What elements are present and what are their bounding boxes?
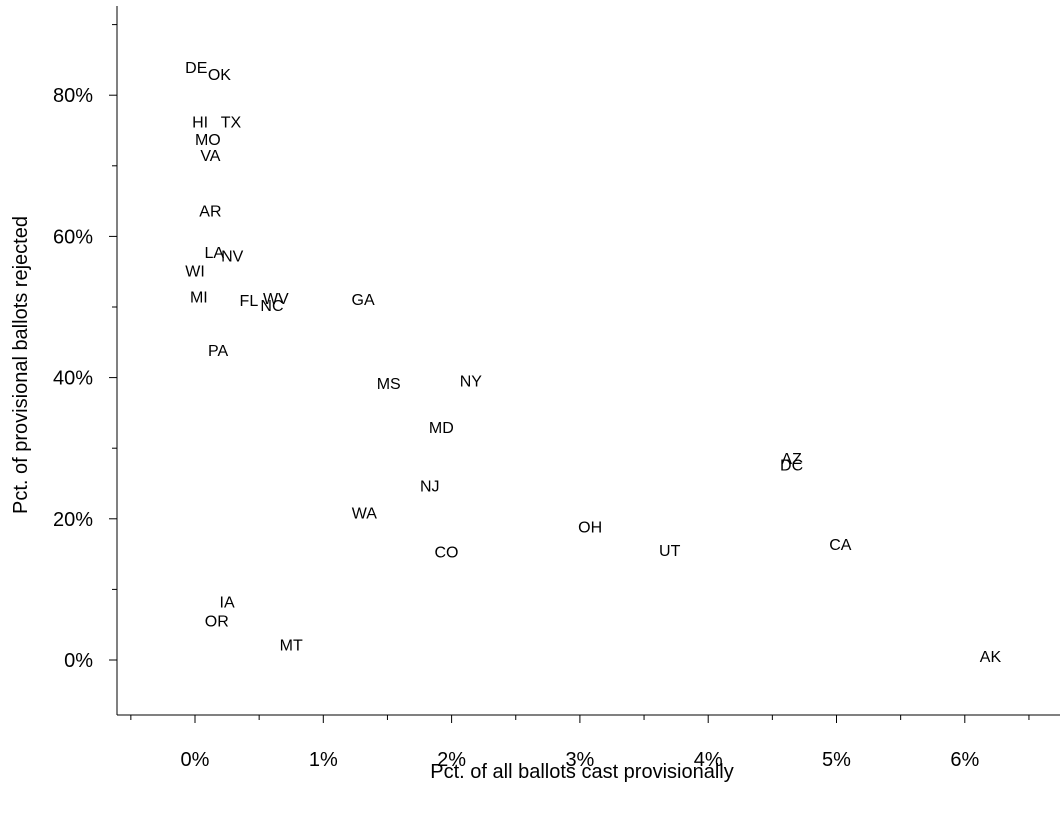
point-label-mi: MI	[190, 289, 208, 306]
point-label-ar: AR	[199, 203, 221, 220]
point-label-co: CO	[434, 544, 458, 561]
y-axis-title: Pct. of provisional ballots rejected	[10, 216, 32, 514]
x-tick-label: 6%	[950, 749, 979, 771]
point-label-hi: HI	[192, 114, 208, 131]
point-label-ia: IA	[220, 594, 235, 611]
point-label-oh: OH	[578, 520, 602, 537]
point-label-nj: NJ	[420, 479, 440, 496]
point-label-az: AZ	[781, 451, 802, 468]
point-label-mt: MT	[280, 637, 303, 654]
x-axis: 0% 1% 2% 3% 4% 5% 6% Pct. of all ballots cast …	[117, 714, 1060, 783]
point-label-la: LA	[204, 245, 224, 262]
point-label-de: DE	[185, 60, 207, 77]
point-label-fl: FL	[240, 293, 259, 310]
point-label-wa: WA	[352, 505, 378, 522]
point-label-tx: TX	[221, 114, 242, 131]
x-tick-label: 1%	[309, 749, 338, 771]
point-label-ny: NY	[460, 373, 483, 390]
point-label-ga: GA	[352, 292, 375, 309]
x-tick-label: 5%	[822, 749, 851, 771]
y-tick-label: 80%	[53, 85, 93, 107]
point-label-ak: AK	[980, 649, 1002, 666]
y-tick-label: 40%	[53, 368, 93, 390]
x-axis-ticks: 0% 1% 2% 3% 4% 5% 6%	[130, 715, 1030, 771]
x-axis-title: Pct. of all ballots cast provisionally	[430, 761, 733, 783]
point-label-ca: CA	[829, 537, 852, 554]
point-label-ut: UT	[659, 543, 681, 560]
point-label-ok: OK	[208, 67, 231, 84]
y-tick-label: 60%	[53, 226, 93, 248]
y-tick-label: 0%	[64, 650, 93, 672]
point-label-va: VA	[200, 148, 220, 165]
x-tick-label: 4%	[694, 749, 723, 771]
point-label-mo: MO	[195, 132, 221, 149]
point-label-nv: NV	[221, 248, 244, 265]
y-tick-label: 20%	[53, 509, 93, 531]
y-axis: 0% 20% 40% 60% 80% Pct. of provisional ballo…	[10, 6, 118, 715]
point-label-nc: NC	[260, 298, 283, 315]
x-tick-label: 3%	[565, 749, 594, 771]
point-label-dc: DC	[780, 457, 803, 474]
x-tick-label: 0%	[181, 749, 210, 771]
point-label-pa: PA	[208, 343, 228, 360]
x-tick-label: 2%	[437, 749, 466, 771]
point-label-ms: MS	[377, 376, 401, 393]
y-axis-ticks: 0% 20% 40% 60% 80%	[53, 24, 117, 672]
point-label-or: OR	[205, 613, 229, 630]
point-label-wi: WI	[185, 263, 205, 280]
point-label-md: MD	[429, 420, 454, 437]
point-label-wv: WV	[263, 291, 289, 308]
